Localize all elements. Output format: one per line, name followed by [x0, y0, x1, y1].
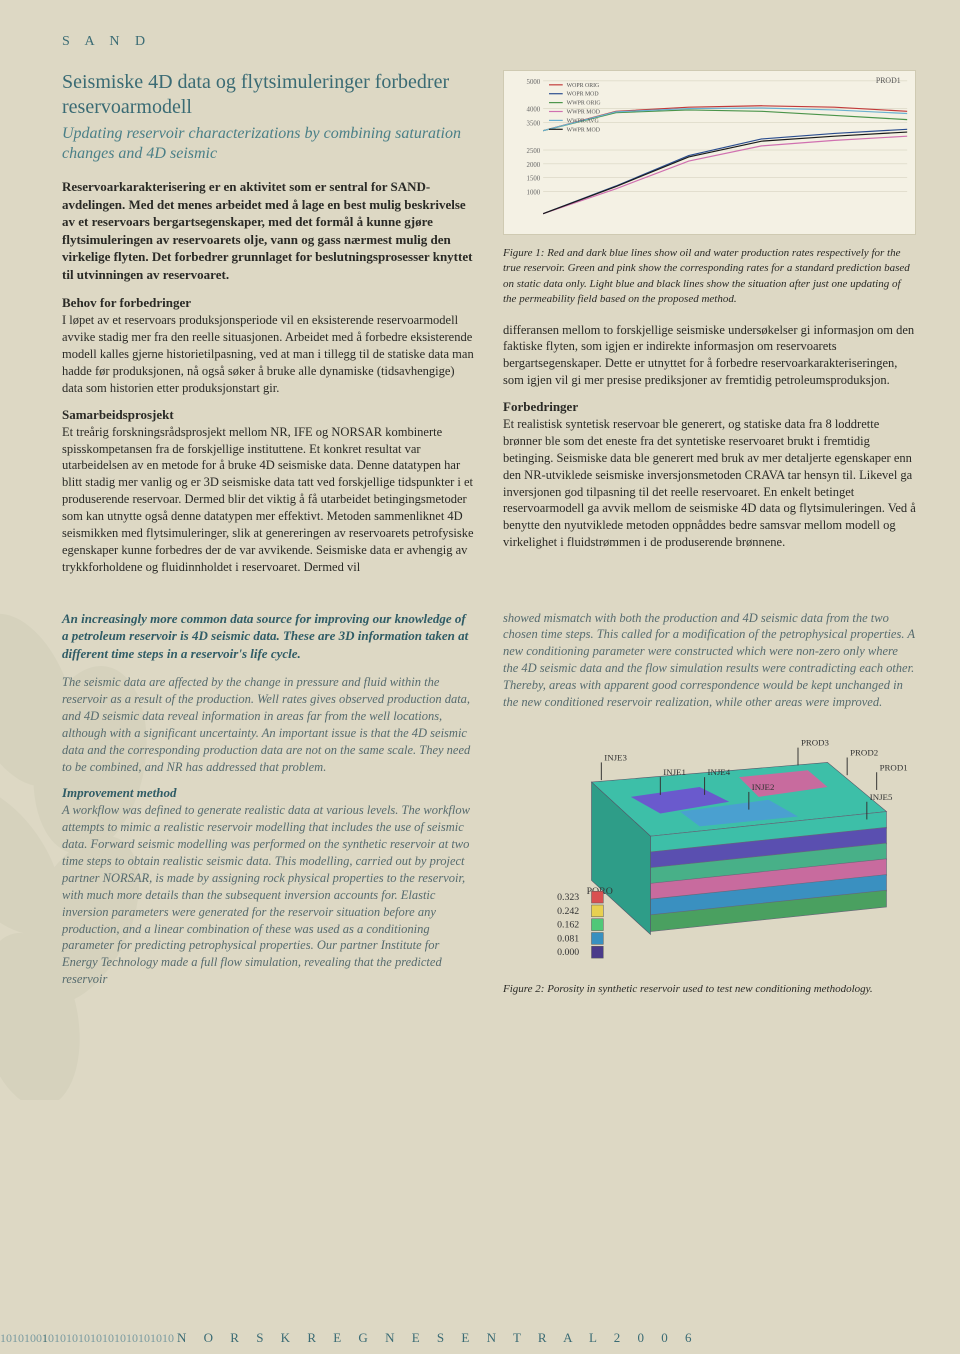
lead-paragraph: Reservoarkarakterisering er en aktivitet…	[62, 178, 475, 283]
para-behov: I løpet av et reservoars produksjonsperi…	[62, 312, 475, 396]
footer-org: N O R S K R E G N E S E N T R A L 2 0 0 …	[177, 1330, 699, 1345]
svg-text:4000: 4000	[527, 106, 541, 113]
svg-text:3500: 3500	[527, 120, 541, 127]
svg-text:0.081: 0.081	[557, 933, 579, 944]
subhead-samarbeid: Samarbeidsprosjekt	[62, 407, 475, 423]
title-norwegian: Seismiske 4D data og flytsimuleringer fo…	[62, 70, 475, 120]
svg-text:WWPR MOD: WWPR MOD	[567, 109, 600, 115]
svg-text:WWPR-AVG: WWPR-AVG	[567, 118, 600, 124]
svg-text:1000: 1000	[527, 189, 541, 196]
svg-text:0.242: 0.242	[557, 906, 579, 917]
english-para-right: showed mismatch with both the production…	[503, 610, 916, 711]
english-lead: An increasingly more common data source …	[62, 610, 475, 663]
svg-text:WOPR MOD: WOPR MOD	[567, 92, 599, 98]
figure-2-diagram: INJE3 INJE1 INJE4 INJE2 PROD3 PROD2PROD1 INJE5…	[503, 721, 916, 971]
svg-text:INJE2: INJE2	[752, 782, 775, 792]
subhead-behov: Behov for forbedringer	[62, 295, 475, 311]
english-para-improvement: A workflow was defined to generate reali…	[62, 802, 475, 988]
footer-binary: 10101001010101010101010101010	[0, 1331, 177, 1345]
english-para-1: The seismic data are affected by the cha…	[62, 674, 475, 775]
svg-text:2000: 2000	[527, 162, 541, 169]
svg-text:WWPR MOD: WWPR MOD	[567, 127, 600, 133]
svg-text:0.000: 0.000	[557, 947, 579, 958]
figure-1-caption: Figure 1: Red and dark blue lines show o…	[503, 246, 916, 308]
svg-text:INJE1: INJE1	[663, 767, 686, 777]
svg-text:PROD2: PROD2	[850, 747, 878, 757]
svg-text:INJE4: INJE4	[708, 767, 731, 777]
figure-1-chart: 1000 1500 2000 2500 3500 4000 5000 WOPR ORIG WOP…	[503, 70, 916, 235]
para-right-1: differansen mellom to forskjellige seism…	[503, 322, 916, 390]
svg-text:WOPR ORIG: WOPR ORIG	[567, 83, 600, 89]
page-footer: 10101001010101010101010101010 N O R S K …	[0, 1330, 960, 1346]
svg-text:0.323: 0.323	[557, 892, 579, 903]
para-samarbeid: Et treårig forskningsrådsprosjekt mellom…	[62, 424, 475, 576]
svg-text:PROD3: PROD3	[801, 737, 830, 747]
svg-text:INJE5: INJE5	[870, 792, 893, 802]
svg-text:WWPR ORIG: WWPR ORIG	[567, 101, 602, 107]
svg-text:INJE3: INJE3	[604, 752, 627, 762]
title-english: Updating reservoir characterizations by …	[62, 124, 475, 164]
svg-text:5000: 5000	[527, 79, 541, 86]
svg-text:2500: 2500	[527, 148, 541, 155]
section-label: S A N D	[62, 34, 916, 50]
subhead-forbedringer: Forbedringer	[503, 399, 916, 415]
svg-text:PROD1: PROD1	[876, 76, 901, 85]
svg-text:0.162: 0.162	[557, 919, 579, 930]
para-forbedringer: Et realistisk syntetisk reservoar ble ge…	[503, 416, 916, 551]
figure-2-caption: Figure 2: Porosity in synthetic reservoi…	[503, 982, 916, 997]
svg-text:1500: 1500	[527, 176, 541, 183]
english-subhead-improvement: Improvement method	[62, 785, 475, 801]
svg-text:PROD1: PROD1	[880, 762, 908, 772]
